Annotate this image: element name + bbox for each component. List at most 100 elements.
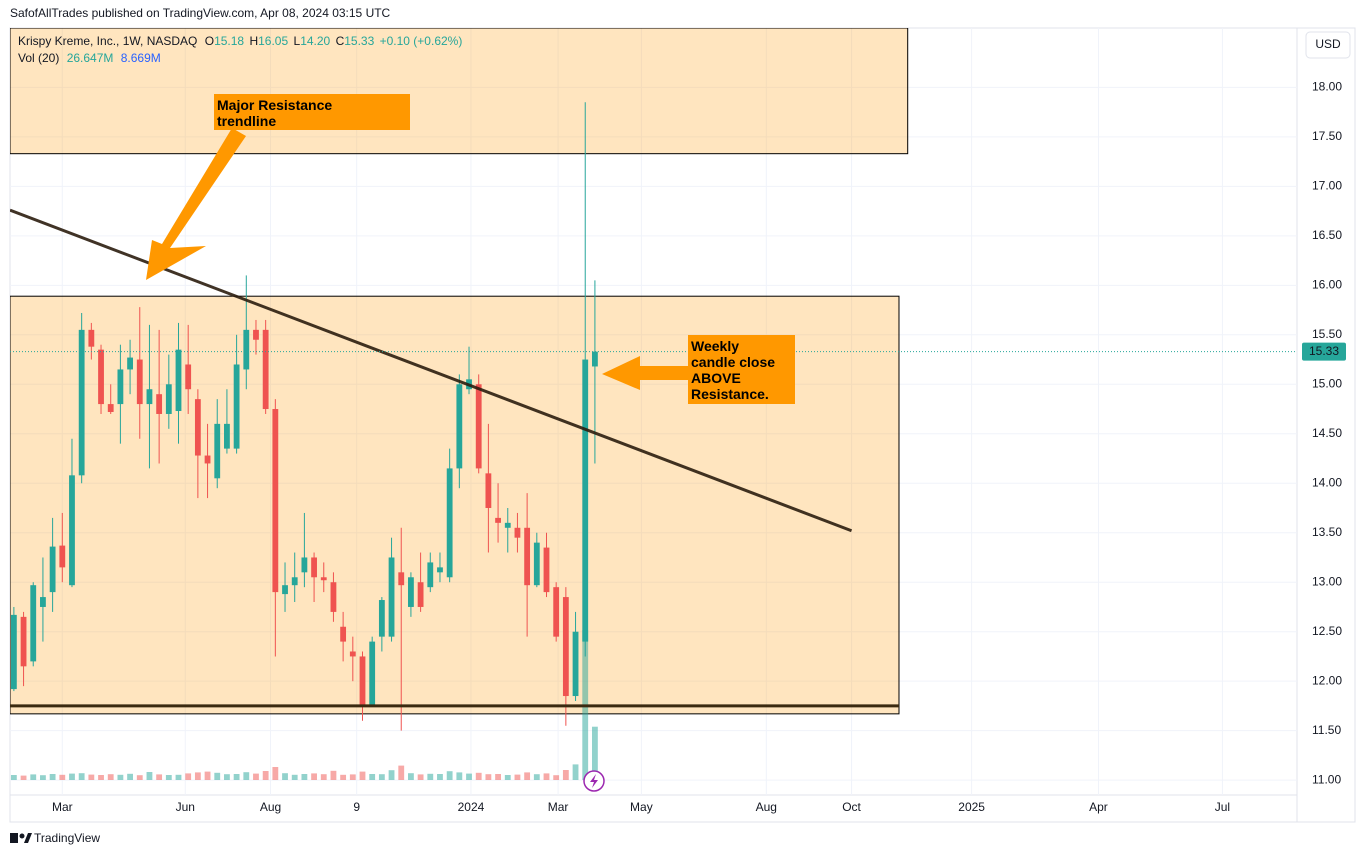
volume-bar (107, 774, 114, 780)
volume-bar (408, 773, 414, 780)
volume-bar (69, 773, 75, 780)
candle-body (194, 399, 201, 456)
candle-body (156, 394, 163, 414)
candle-body (330, 582, 337, 612)
candle-body (69, 475, 75, 586)
axes: 11.00 11.50 12.00 12.50 13.00 13.50 14.00 14.50… (52, 80, 1346, 814)
candle-body (495, 517, 501, 523)
candle-body (262, 329, 269, 410)
volume-bar (136, 775, 143, 780)
volume-bar (301, 774, 308, 780)
candle-body (282, 585, 288, 595)
candle-body (388, 557, 395, 637)
ohlc-value: 15.33 (344, 34, 374, 48)
volume-bar (417, 774, 424, 780)
volume-bar (49, 774, 56, 780)
candle-body (59, 545, 66, 568)
volume-bar (272, 767, 279, 780)
volume-bar (204, 771, 211, 780)
candle-body (291, 577, 298, 586)
zone (10, 28, 909, 155)
x-tick-label: Jun (176, 800, 195, 814)
annotation-text: candle close (691, 354, 775, 370)
footer-logo (10, 833, 32, 843)
candle-body (592, 351, 598, 367)
last-price-tag (1302, 342, 1346, 361)
x-tick-label: 9 (353, 800, 360, 814)
volume-bar (10, 775, 17, 780)
candle-body (30, 585, 37, 662)
candle-body (233, 364, 240, 449)
candle-body (311, 557, 317, 578)
volume-bar (398, 765, 405, 780)
y-tick-label: 12.50 (1312, 624, 1342, 638)
x-tick-label: Oct (842, 800, 861, 814)
currency[interactable]: USD (1315, 37, 1341, 51)
candle-body (553, 587, 560, 637)
volume-bar (30, 774, 37, 780)
volume-bar (437, 774, 443, 780)
y-tick-label: 18.00 (1312, 80, 1342, 94)
last-price-label: 15.33 (1309, 344, 1339, 358)
volume-bar (175, 774, 182, 780)
volume-bar (378, 774, 385, 780)
volume-bar (446, 771, 453, 780)
candle-body (446, 468, 453, 578)
volume-bar (524, 772, 531, 780)
volume-name: Vol (20) (18, 51, 59, 65)
ohlc-label: O (205, 34, 214, 48)
volume-bar (194, 772, 201, 780)
volume-bar (456, 772, 463, 780)
annotation-text: Major Resistance (217, 97, 332, 113)
plot (10, 28, 1297, 780)
volume-bar (495, 774, 501, 780)
volume-bar (543, 773, 550, 780)
volume-bar (553, 775, 560, 780)
currency-button[interactable] (1305, 31, 1351, 59)
y-tick-label: 13.00 (1312, 574, 1342, 588)
volume-bar (320, 774, 327, 780)
y-tick-label: 16.00 (1312, 277, 1342, 291)
volume-bar (146, 772, 153, 780)
volume-bar (349, 774, 356, 780)
annotation-text: ABOVE (691, 370, 741, 386)
volume-legend: Vol (20) 26.647M 8.669M (18, 51, 161, 65)
candle-body (369, 641, 376, 706)
candle-body (572, 631, 579, 697)
candle-body (117, 369, 124, 405)
published-note: SafofAllTrades published on TradingView.… (10, 6, 391, 20)
y-tick-label: 15.50 (1312, 327, 1342, 341)
x-tick-label: Mar (548, 800, 569, 814)
ohlc-value: 15.18 (214, 34, 244, 48)
x-tick-label: May (630, 800, 653, 814)
volume-bar (466, 773, 472, 780)
candle-body (533, 542, 540, 586)
volume-bar (253, 773, 259, 780)
volume-bar (592, 726, 598, 780)
volume-bar (330, 770, 337, 780)
volume-bar (340, 774, 347, 780)
volume-bar (388, 770, 395, 780)
candle-body (224, 423, 230, 449)
volume-bar (165, 775, 172, 780)
volume-bar (214, 772, 221, 780)
legend: Krispy Kreme, Inc., 1W, NASDAQ O15.18 H1… (18, 34, 462, 48)
x-tick-label: Aug (260, 800, 281, 814)
candle-body (456, 384, 463, 469)
volume-bar (485, 774, 492, 780)
grid (10, 28, 1297, 795)
symbol: Krispy Kreme, Inc., 1W, NASDAQ (18, 34, 197, 48)
ohlc-value: 14.20 (300, 34, 330, 48)
candle-body (272, 409, 279, 593)
volume-bar (233, 774, 240, 780)
candle-body (243, 329, 250, 370)
volume-bar (78, 773, 85, 780)
arrow (602, 356, 688, 390)
volume-bar (311, 773, 317, 780)
x-tick-label: 2025 (958, 800, 985, 814)
candle-body (427, 562, 434, 588)
y-tick-label: 14.00 (1312, 475, 1342, 489)
arrow (146, 128, 246, 280)
volume-bar (475, 772, 482, 780)
